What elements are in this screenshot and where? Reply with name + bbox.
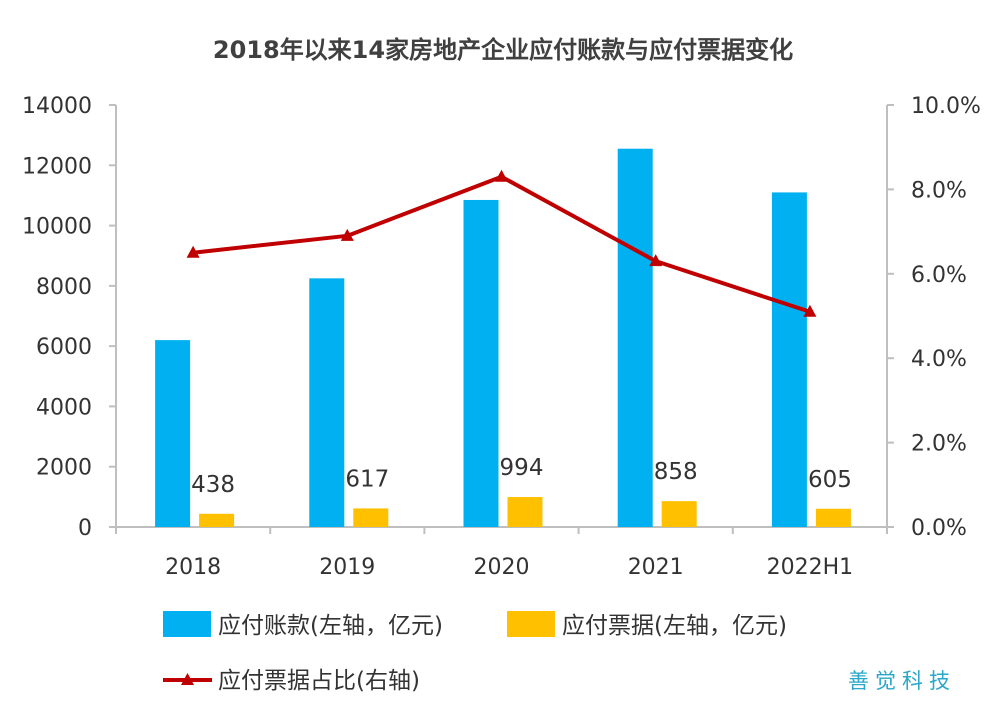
line-ratio-marker xyxy=(340,228,354,241)
legend-label-payables: 应付账款(左轴，亿元) xyxy=(218,613,443,639)
data-label-notes: 994 xyxy=(500,455,544,481)
right-tick-label: 0.0% xyxy=(911,516,967,541)
right-axis-ticks: 0.0% 2.0% 4.0% 6.0% 8.0% 10.0% xyxy=(887,94,981,541)
x-axis-labels: 2018 2019 2020 2021 2022H1 xyxy=(115,527,888,580)
bar-notes xyxy=(199,513,235,527)
legend-item-notes: 应付票据(左轴，亿元) xyxy=(507,611,787,639)
bar-notes xyxy=(661,501,697,527)
left-tick-label: 0 xyxy=(78,516,92,541)
legend-item-ratio: 应付票据占比(右轴) xyxy=(163,668,420,694)
axes xyxy=(115,105,888,528)
data-label-notes: 617 xyxy=(345,466,389,492)
bar-payables xyxy=(309,278,345,527)
legend-swatch-payables xyxy=(163,611,211,637)
x-tick-label: 2019 xyxy=(319,555,375,580)
line-ratio xyxy=(192,174,811,314)
bar-notes xyxy=(507,497,543,527)
left-axis-ticks: 0 2000 4000 6000 8000 10000 12000 14000 xyxy=(22,94,116,541)
bar-payables xyxy=(617,148,653,527)
data-labels: 438 617 994 858 605 xyxy=(191,455,852,498)
data-label-notes: 438 xyxy=(191,472,235,498)
data-label-notes: 605 xyxy=(808,467,852,493)
legend: 应付账款(左轴，亿元) 应付票据(左轴，亿元) 应付票据占比(右轴) xyxy=(163,611,787,694)
bars xyxy=(155,148,851,527)
bar-payables xyxy=(155,340,191,527)
left-tick-label: 6000 xyxy=(36,335,92,360)
left-tick-label: 10000 xyxy=(22,215,92,240)
bar-payables xyxy=(463,199,499,527)
legend-swatch-notes xyxy=(507,611,555,637)
legend-swatch-ratio-marker xyxy=(181,673,194,685)
x-tick-label: 2018 xyxy=(165,555,221,580)
x-tick-label: 2021 xyxy=(628,555,684,580)
left-tick-label: 2000 xyxy=(36,456,92,481)
legend-item-payables: 应付账款(左轴，亿元) xyxy=(163,611,443,639)
line-ratio-marker xyxy=(186,245,200,258)
line-ratio-marker xyxy=(803,304,817,317)
left-tick-label: 8000 xyxy=(36,275,92,300)
line-ratio-marker xyxy=(649,254,663,267)
bar-notes xyxy=(353,508,389,527)
right-tick-label: 8.0% xyxy=(911,178,967,203)
right-tick-label: 4.0% xyxy=(911,347,967,372)
x-tick-label: 2020 xyxy=(474,555,530,580)
right-tick-label: 2.0% xyxy=(911,432,967,457)
left-tick-label: 14000 xyxy=(22,94,92,119)
legend-label-ratio: 应付票据占比(右轴) xyxy=(218,668,420,694)
left-tick-label: 4000 xyxy=(36,395,92,420)
bar-notes xyxy=(815,508,851,527)
line-series xyxy=(186,169,817,317)
x-tick-label: 2022H1 xyxy=(767,555,854,580)
legend-label-notes: 应付票据(左轴，亿元) xyxy=(562,613,787,639)
bar-payables xyxy=(771,192,807,527)
chart-title: 2018年以来14家房地产企业应付账款与应付票据变化 xyxy=(213,36,793,64)
right-tick-label: 6.0% xyxy=(911,263,967,288)
right-tick-label: 10.0% xyxy=(911,94,981,119)
left-tick-label: 12000 xyxy=(22,154,92,179)
line-ratio-marker xyxy=(495,169,508,182)
data-label-notes: 858 xyxy=(654,459,698,485)
brand-watermark: 善觉科技 xyxy=(848,669,956,693)
